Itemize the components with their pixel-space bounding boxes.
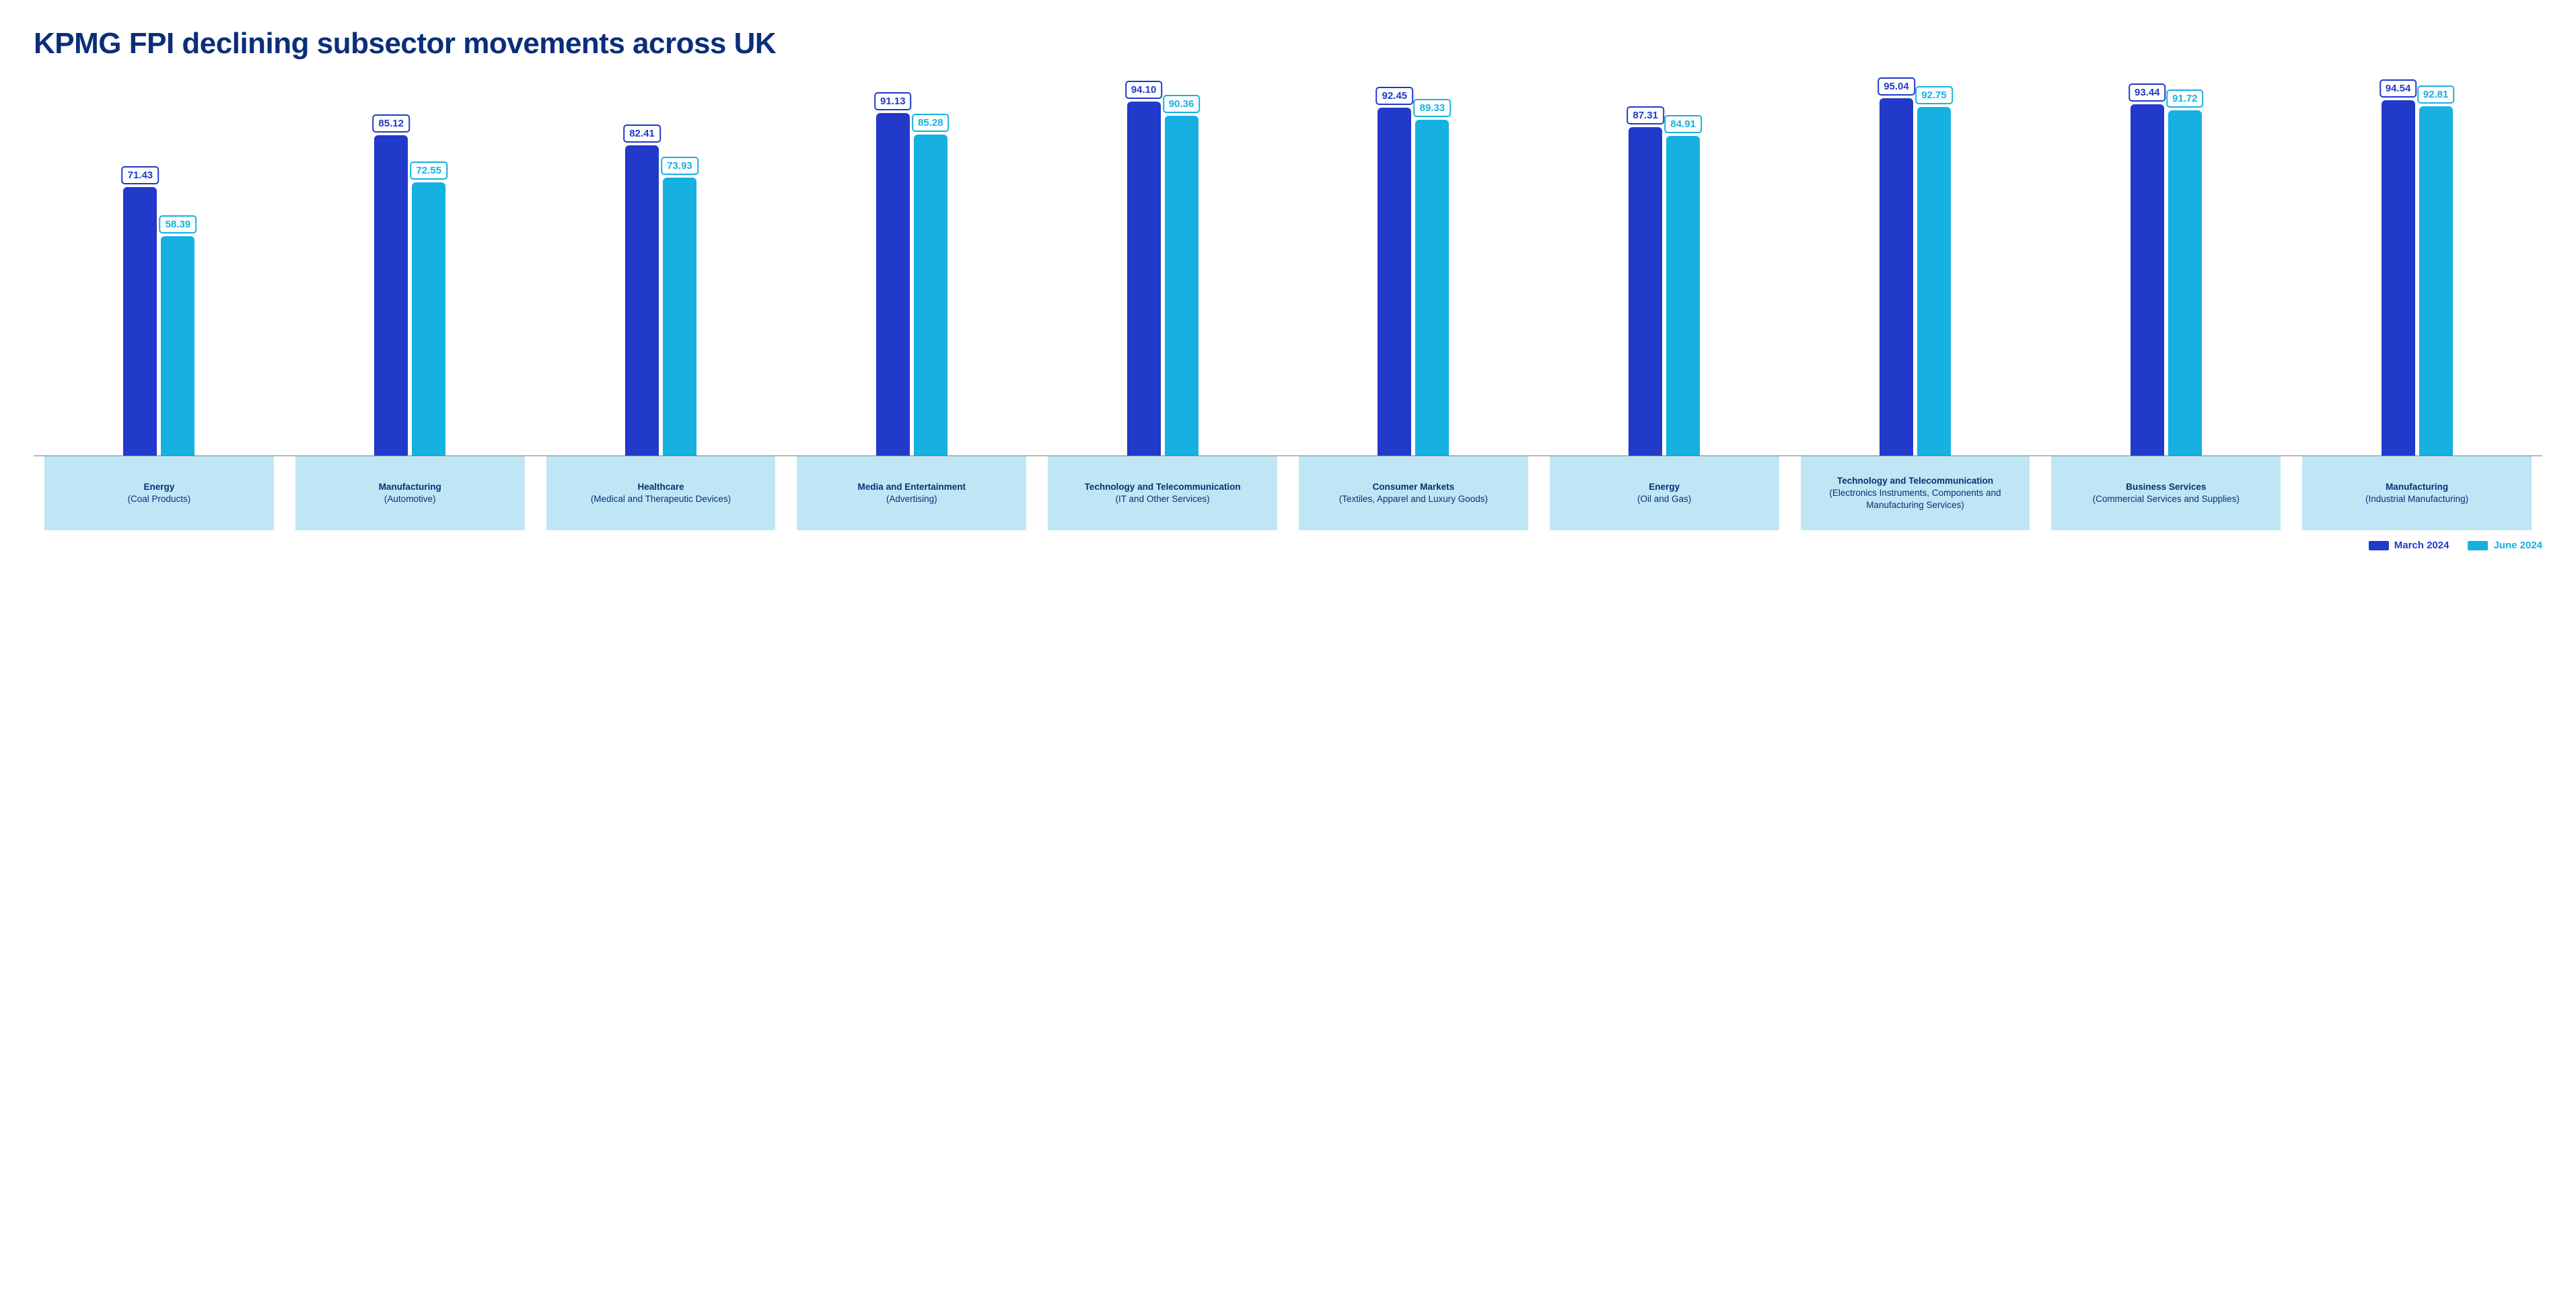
category-label: Technology and Telecommunication(Electro…	[1801, 456, 2030, 530]
category-sector: Energy	[50, 481, 269, 493]
category-sector: Technology and Telecommunication	[1806, 475, 2025, 487]
bar-value-label: 91.13	[874, 92, 912, 110]
category-label: Healthcare(Medical and Therapeutic Devic…	[546, 456, 776, 530]
bar: 84.91	[1666, 136, 1700, 456]
category-sector: Energy	[1555, 481, 1774, 493]
bar: 58.39	[161, 236, 194, 456]
bar-value-label: 95.04	[1877, 77, 1915, 96]
category-subsector: (Textiles, Apparel and Luxury Goods)	[1304, 493, 1523, 505]
bar: 90.36	[1165, 116, 1198, 456]
category-subsector: (Industrial Manufacturing)	[2307, 493, 2526, 505]
bar-value-label: 87.31	[1626, 106, 1664, 124]
bar-value-label: 90.36	[1163, 95, 1201, 113]
category-label: Media and Entertainment(Advertising)	[797, 456, 1026, 530]
bar: 91.13	[876, 113, 910, 456]
bar: 93.44	[2131, 104, 2164, 456]
legend-item: June 2024	[2468, 540, 2542, 551]
legend: March 2024 June 2024	[34, 540, 2542, 551]
bar: 87.31	[1629, 127, 1662, 456]
bar-value-label: 92.75	[1915, 86, 1953, 104]
bar-value-label: 85.28	[912, 114, 950, 132]
category-sector: Healthcare	[552, 481, 771, 493]
bar-group: 93.4491.72	[2040, 79, 2291, 456]
bar-value-label: 85.12	[372, 114, 410, 133]
bar-group: 94.5492.81	[2291, 79, 2542, 456]
legend-swatch	[2369, 541, 2389, 550]
bar-value-label: 58.39	[159, 215, 197, 233]
category-subsector: (IT and Other Services)	[1053, 493, 1272, 505]
category-subsector: (Advertising)	[802, 493, 1021, 505]
category-label: Consumer Markets(Textiles, Apparel and L…	[1299, 456, 1528, 530]
category-sector: Media and Entertainment	[802, 481, 1021, 493]
legend-label: March 2024	[2394, 540, 2449, 551]
bar-value-label: 82.41	[623, 124, 661, 143]
category-label: Energy(Oil and Gas)	[1550, 456, 1779, 530]
bar-group: 82.4173.93	[536, 79, 787, 456]
bar-value-label: 92.45	[1376, 87, 1414, 105]
category-axis: Energy(Coal Products)Manufacturing(Autom…	[34, 456, 2542, 530]
category-label: Manufacturing(Automotive)	[295, 456, 525, 530]
bar-value-label: 94.10	[1125, 81, 1163, 99]
bar-group: 92.4589.33	[1288, 79, 1539, 456]
bar: 82.41	[625, 145, 659, 456]
category-sector: Technology and Telecommunication	[1053, 481, 1272, 493]
category-subsector: (Medical and Therapeutic Devices)	[552, 493, 771, 505]
category-label: Technology and Telecommunication(IT and …	[1048, 456, 1277, 530]
category-subsector: (Automotive)	[301, 493, 520, 505]
category-sector: Business Services	[2056, 481, 2275, 493]
category-sector: Consumer Markets	[1304, 481, 1523, 493]
chart-title: KPMG FPI declining subsector movements a…	[34, 27, 2542, 61]
bar: 94.10	[1127, 102, 1161, 456]
bar: 71.43	[123, 187, 157, 456]
bar: 95.04	[1880, 98, 1913, 456]
bar-group: 87.3184.91	[1539, 79, 1790, 456]
bar-value-label: 72.55	[410, 161, 448, 180]
bar-value-label: 89.33	[1414, 99, 1452, 117]
bar: 89.33	[1415, 120, 1449, 456]
category-sector: Manufacturing	[2307, 481, 2526, 493]
bar: 92.45	[1378, 108, 1411, 456]
bar-group: 85.1272.55	[285, 79, 536, 456]
legend-swatch	[2468, 541, 2488, 550]
bar: 85.28	[914, 135, 947, 456]
bar-value-label: 73.93	[661, 157, 699, 175]
bar: 92.81	[2419, 106, 2453, 456]
legend-item: March 2024	[2369, 540, 2449, 551]
category-subsector: (Electronics Instruments, Components and…	[1806, 487, 2025, 511]
bar-value-label: 93.44	[2128, 83, 2166, 102]
bar-group: 71.4358.39	[34, 79, 285, 456]
category-label: Business Services(Commercial Services an…	[2051, 456, 2281, 530]
bar: 94.54	[2382, 100, 2415, 456]
bar-chart: 71.4358.3985.1272.5582.4173.9391.1385.28…	[34, 79, 2542, 551]
bar-value-label: 71.43	[122, 166, 159, 184]
legend-label: June 2024	[2493, 540, 2542, 551]
bar-group: 94.1090.36	[1037, 79, 1288, 456]
bar: 73.93	[663, 178, 696, 456]
category-subsector: (Commercial Services and Supplies)	[2056, 493, 2275, 505]
category-sector: Manufacturing	[301, 481, 520, 493]
chart-plot-area: 71.4358.3985.1272.5582.4173.9391.1385.28…	[34, 79, 2542, 456]
bar-value-label: 92.81	[2417, 85, 2455, 104]
category-label: Manufacturing(Industrial Manufacturing)	[2302, 456, 2532, 530]
bar: 72.55	[412, 182, 445, 456]
category-subsector: (Coal Products)	[50, 493, 269, 505]
category-label: Energy(Coal Products)	[44, 456, 274, 530]
bar: 85.12	[374, 135, 408, 456]
bar-value-label: 84.91	[1664, 115, 1702, 133]
bar-value-label: 91.72	[2166, 89, 2204, 108]
bar: 91.72	[2168, 110, 2202, 456]
bar-group: 95.0492.75	[1790, 79, 2041, 456]
bar-value-label: 94.54	[2380, 79, 2417, 98]
bar: 92.75	[1917, 107, 1951, 456]
category-subsector: (Oil and Gas)	[1555, 493, 1774, 505]
bar-group: 91.1385.28	[786, 79, 1037, 456]
